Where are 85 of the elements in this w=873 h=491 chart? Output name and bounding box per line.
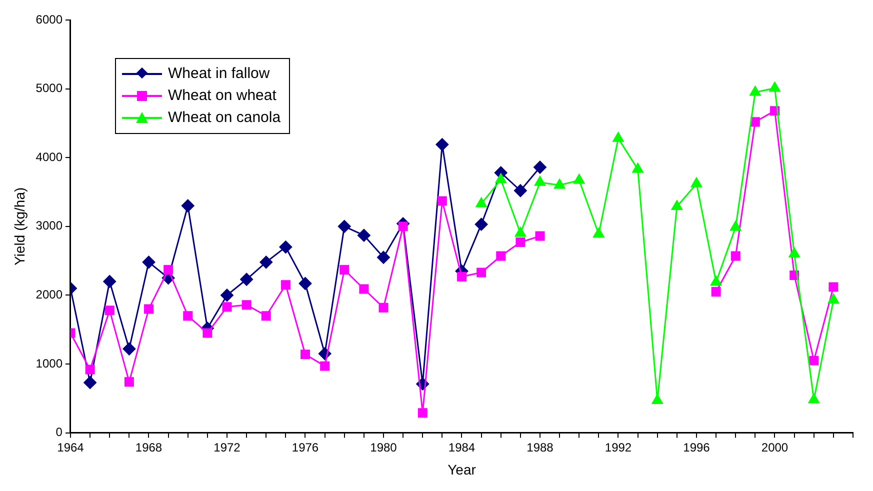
point: [612, 132, 624, 142]
point: [828, 282, 838, 292]
point: [164, 265, 174, 274]
x-tick-label: 1996: [683, 440, 710, 454]
y-tick-label: 3000: [36, 218, 63, 233]
x-axis-title: Year: [448, 461, 476, 478]
point: [181, 199, 194, 212]
x-tick-label: 1988: [526, 440, 554, 454]
point: [124, 377, 134, 387]
legend-label: Wheat in fallow: [168, 65, 270, 82]
x-tick-label: 2000: [761, 440, 788, 454]
point: [220, 288, 234, 302]
point: [730, 220, 742, 231]
point: [788, 247, 800, 258]
point: [280, 280, 290, 290]
point: [809, 356, 819, 366]
point: [340, 265, 350, 274]
point: [671, 200, 683, 210]
point: [436, 138, 449, 152]
point: [514, 226, 526, 237]
y-tick-label: 4000: [36, 150, 63, 164]
point: [769, 82, 780, 92]
point: [376, 250, 390, 264]
point: [535, 231, 545, 241]
x-tick-label: 1992: [604, 440, 632, 454]
point: [261, 311, 271, 321]
point: [516, 237, 526, 247]
y-tick-label: 6000: [36, 12, 63, 26]
point: [338, 220, 351, 233]
legend-label: Wheat on wheat: [168, 87, 276, 104]
x-tick-label: 1980: [370, 440, 398, 454]
point: [828, 294, 840, 304]
point: [240, 272, 254, 286]
point: [437, 196, 447, 206]
point: [279, 240, 292, 254]
legend-label: Wheat on canola: [168, 109, 281, 126]
point: [144, 304, 154, 314]
x-tick-label: 1976: [292, 440, 319, 454]
point: [534, 160, 546, 174]
point: [554, 178, 566, 189]
point: [85, 364, 95, 374]
point: [476, 197, 488, 208]
point: [690, 177, 702, 188]
point: [710, 276, 722, 286]
point: [457, 272, 466, 282]
point: [592, 227, 604, 238]
point: [750, 117, 760, 127]
y-tick-label: 1000: [36, 356, 63, 370]
point: [495, 173, 507, 184]
point: [183, 311, 193, 321]
point: [357, 228, 370, 242]
x-tick-label: 1968: [135, 440, 162, 454]
point: [378, 302, 388, 312]
point: [474, 218, 488, 231]
point: [320, 361, 330, 371]
y-tick-label: 5000: [36, 81, 63, 96]
point: [711, 287, 721, 297]
point: [534, 176, 546, 186]
point: [476, 268, 486, 278]
point: [749, 86, 761, 96]
point: [300, 350, 310, 360]
point: [122, 342, 136, 356]
point: [398, 222, 408, 232]
point: [222, 302, 232, 312]
point: [632, 162, 644, 173]
x-tick-label: 1964: [57, 440, 84, 454]
x-tick-label: 1972: [214, 440, 241, 454]
point: [418, 408, 428, 418]
point: [496, 251, 506, 261]
point: [730, 251, 740, 261]
point: [104, 306, 114, 316]
point: [202, 328, 212, 338]
point: [514, 184, 527, 198]
point: [84, 376, 97, 390]
y-axis-title: Yield (kg/ha): [11, 187, 28, 266]
point: [103, 274, 116, 288]
point: [142, 256, 156, 269]
x-tick-label: 1984: [448, 440, 476, 454]
point: [260, 256, 273, 269]
point: [298, 277, 312, 290]
point: [242, 300, 252, 310]
point: [573, 174, 585, 184]
y-tick-label: 2000: [36, 288, 63, 302]
y-tick-label: 0: [56, 425, 63, 440]
point: [359, 284, 369, 294]
